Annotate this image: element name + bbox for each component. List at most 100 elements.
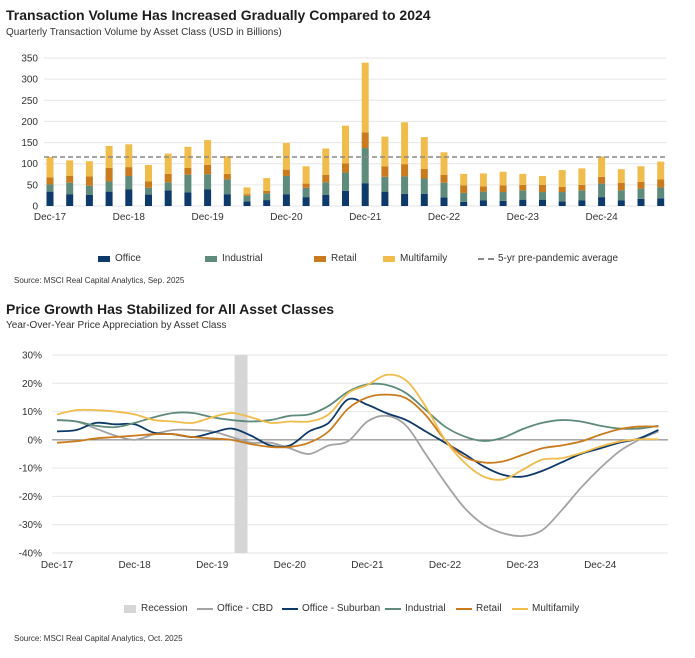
bar-multifamily bbox=[519, 173, 527, 185]
bar-office bbox=[401, 193, 409, 206]
bar-office bbox=[420, 193, 428, 206]
legend-line-office-suburban bbox=[282, 607, 298, 610]
bar-retail bbox=[657, 179, 665, 188]
x-tick-label: Dec-24 bbox=[585, 212, 618, 223]
legend-office-cbd: Office - CBD bbox=[197, 603, 273, 614]
y-tick-label: 0% bbox=[28, 435, 43, 446]
bar-industrial bbox=[342, 172, 349, 191]
legend-dash-average bbox=[478, 257, 494, 260]
legend-label: Retail bbox=[331, 253, 357, 264]
y-tick-label: 250 bbox=[21, 96, 38, 107]
legend-office-suburban: Office - Suburban bbox=[282, 603, 380, 614]
bar-industrial bbox=[322, 182, 330, 196]
bar-industrial bbox=[302, 187, 310, 198]
bar-office bbox=[558, 201, 566, 206]
bar-retail bbox=[499, 185, 507, 193]
bar-office bbox=[499, 200, 507, 206]
y-tick-label: 200 bbox=[21, 117, 38, 128]
y-tick-label: -10% bbox=[19, 464, 42, 475]
bar-multifamily bbox=[657, 161, 665, 180]
bar-retail bbox=[105, 167, 113, 182]
bar-multifamily bbox=[263, 178, 271, 191]
legend-label: 5-yr pre-pandemic average bbox=[498, 253, 619, 264]
bar-industrial bbox=[420, 178, 428, 194]
legend-label: Multifamily bbox=[400, 253, 448, 264]
bar-office bbox=[204, 189, 212, 206]
bar-industrial bbox=[598, 183, 606, 198]
legend-line-industrial bbox=[385, 607, 401, 610]
bar-industrial bbox=[204, 174, 212, 190]
bar-retail bbox=[558, 186, 566, 193]
legend-recession: Recession bbox=[124, 603, 188, 614]
bar-industrial bbox=[66, 182, 74, 195]
y-tick-label: 150 bbox=[21, 138, 38, 149]
bar-retail bbox=[204, 164, 212, 175]
bar-office bbox=[440, 197, 448, 206]
y-tick-label: 30% bbox=[22, 351, 42, 362]
bar-multifamily bbox=[125, 144, 133, 168]
bar-industrial bbox=[263, 193, 271, 201]
bar-retail bbox=[342, 163, 349, 173]
line-multifamily bbox=[56, 373, 659, 481]
bar-multifamily bbox=[598, 156, 606, 177]
y-tick-label: 100 bbox=[21, 159, 38, 170]
bar-retail bbox=[282, 169, 290, 176]
bar-industrial bbox=[145, 187, 152, 195]
bar-industrial bbox=[105, 181, 113, 192]
bar-multifamily bbox=[617, 169, 625, 183]
legend-swatch-multifamily bbox=[383, 255, 395, 262]
legend-average: 5-yr pre-pandemic average bbox=[478, 253, 618, 264]
bar-multifamily bbox=[302, 166, 310, 184]
y-tick-label: -30% bbox=[19, 520, 42, 531]
y-tick-label: 300 bbox=[21, 75, 38, 86]
bar-industrial bbox=[657, 187, 665, 199]
bar-multifamily bbox=[460, 173, 468, 186]
bar-multifamily bbox=[440, 152, 448, 175]
bar-industrial bbox=[499, 192, 507, 201]
bar-office bbox=[657, 198, 665, 206]
bar-industrial bbox=[164, 182, 172, 191]
legend-swatch-office bbox=[98, 255, 110, 262]
bar-retail bbox=[66, 175, 74, 183]
x-tick-label: Dec-20 bbox=[270, 212, 303, 223]
line-chart-source: Source: MSCI Real Capital Analytics, Oct… bbox=[14, 634, 183, 643]
legend-label: Office - CBD bbox=[217, 603, 273, 614]
bar-retail bbox=[519, 184, 527, 191]
line-retail bbox=[56, 393, 659, 464]
bar-office bbox=[479, 200, 487, 206]
bar-industrial bbox=[578, 190, 586, 201]
bar-retail bbox=[125, 167, 133, 176]
legend-swatch-recession bbox=[124, 604, 136, 613]
legend-label: Recession bbox=[141, 603, 188, 614]
bar-retail bbox=[578, 184, 586, 191]
bar-industrial bbox=[460, 192, 468, 202]
bar-retail bbox=[401, 164, 409, 177]
x-tick-label: Dec-21 bbox=[349, 212, 382, 223]
bar-retail bbox=[302, 183, 310, 188]
x-tick-label: Dec-22 bbox=[428, 212, 461, 223]
bar-retail bbox=[598, 176, 606, 184]
y-tick-label: -20% bbox=[19, 492, 42, 503]
bar-multifamily bbox=[164, 153, 172, 174]
bar-industrial bbox=[184, 174, 192, 193]
x-tick-label: Dec-18 bbox=[113, 212, 146, 223]
bar-office bbox=[125, 189, 133, 206]
bar-office bbox=[322, 195, 330, 206]
bar-industrial bbox=[381, 176, 389, 192]
bar-industrial bbox=[637, 188, 645, 199]
y-tick-label: 0 bbox=[32, 202, 38, 213]
bar-industrial bbox=[243, 195, 251, 202]
bar-retail bbox=[420, 168, 428, 179]
line-office-suburban bbox=[56, 397, 659, 478]
legend-line-office-cbd bbox=[197, 607, 213, 610]
bar-multifamily bbox=[420, 137, 428, 169]
legend-label: Office - Suburban bbox=[302, 603, 381, 614]
bar-chart-source: Source: MSCI Real Capital Analytics, Sep… bbox=[14, 276, 185, 285]
bar-industrial bbox=[401, 176, 409, 194]
bar-multifamily bbox=[637, 166, 645, 182]
bar-retail bbox=[479, 186, 487, 192]
bar-multifamily bbox=[322, 148, 330, 175]
bar-multifamily bbox=[46, 156, 54, 178]
bar-office bbox=[263, 200, 271, 206]
